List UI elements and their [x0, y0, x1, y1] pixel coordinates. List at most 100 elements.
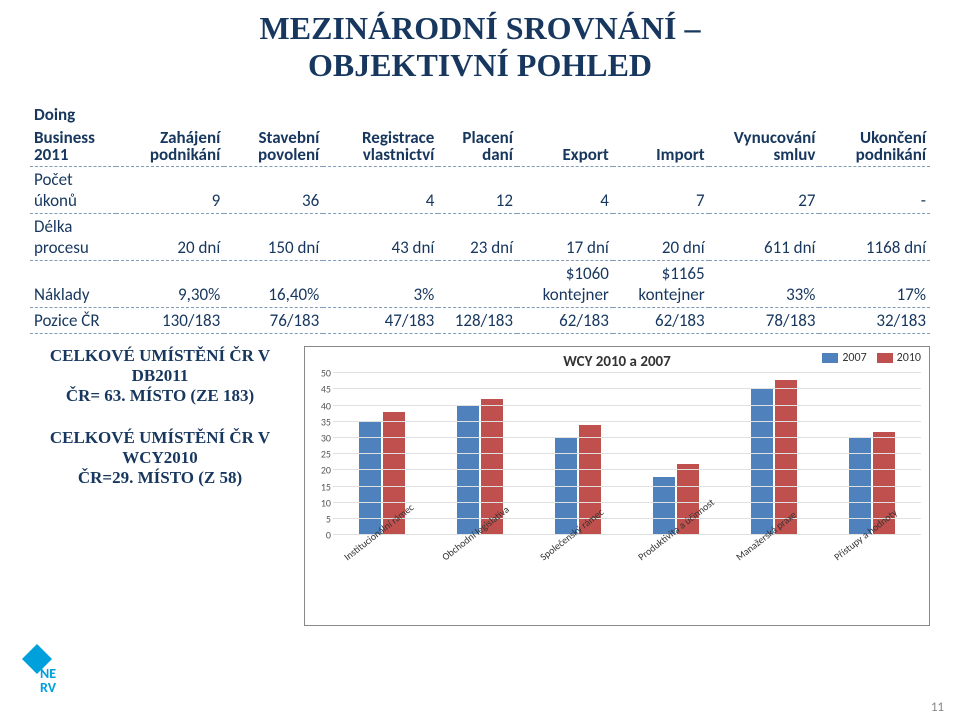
grid-line: [333, 453, 921, 454]
db2011-line-2: DB2011: [30, 366, 290, 386]
table-row: Délka procesu20 dní150 dní43 dní23 dní17…: [30, 214, 930, 261]
row-cell: 20 dní: [116, 214, 224, 261]
row-cell: 9,30%: [116, 261, 224, 308]
comparison-table-wrap: Doing Business 2011 Zahájení podnikání S…: [30, 102, 930, 335]
nerv-logo: NE RV: [22, 644, 82, 709]
grid-line: [333, 469, 921, 470]
head-1-6: [613, 102, 709, 127]
page-number: 11: [931, 700, 944, 715]
row-cell: 23 dní: [438, 214, 517, 261]
row-cell: 33%: [709, 261, 820, 308]
row-cell: 17%: [819, 261, 930, 308]
head-2-8: Ukončení podnikání: [819, 127, 930, 167]
row-cell: 78/183: [709, 308, 820, 334]
db2011-line-1: CELKOVÉ UMÍSTĚNÍ ČR V: [30, 346, 290, 366]
row-cell: 27: [709, 167, 820, 214]
row-cell: 3%: [323, 261, 438, 308]
ranking-wcy2010: CELKOVÉ UMÍSTĚNÍ ČR V WCY2010 ČR=29. MÍS…: [30, 428, 290, 488]
comparison-table: Doing Business 2011 Zahájení podnikání S…: [30, 102, 930, 335]
y-tick: 5: [309, 513, 331, 526]
y-tick: 35: [309, 415, 331, 428]
head-2-4: Placení daní: [438, 127, 517, 167]
row-cell: 36: [224, 167, 323, 214]
row-cell: 4: [517, 167, 613, 214]
row-label: Počet úkonů: [30, 167, 116, 214]
head-2-3: Registrace vlastnictví: [323, 127, 438, 167]
y-tick: 45: [309, 383, 331, 396]
y-tick: 15: [309, 480, 331, 493]
row-cell: 32/183: [819, 308, 930, 334]
head-2-6: Import: [613, 127, 709, 167]
x-axis-labels: Institucionální rámecObchodní legislativ…: [333, 541, 921, 621]
legend-2010: 2010: [877, 351, 921, 365]
row-label: Náklady: [30, 261, 116, 308]
wcy2010-line-2: WCY2010: [30, 448, 290, 468]
grid-line: [333, 421, 921, 422]
y-tick: 40: [309, 399, 331, 412]
row-cell: $1060 kontejner: [517, 261, 613, 308]
row-cell: 17 dní: [517, 214, 613, 261]
row-cell: 47/183: [323, 308, 438, 334]
slide-title: MEZINÁRODNÍ SROVNÁNÍ – OBJEKTIVNÍ POHLED: [0, 0, 960, 84]
wcy2010-line-3: ČR=29. MÍSTO (Z 58): [30, 468, 290, 488]
row-cell: [438, 261, 517, 308]
grid-line: [333, 405, 921, 406]
row-cell: 130/183: [116, 308, 224, 334]
row-cell: 611 dní: [709, 214, 820, 261]
db2011-line-3: ČR= 63. MÍSTO (ZE 183): [30, 386, 290, 406]
head-1-7: [709, 102, 820, 127]
head-2-5: Export: [517, 127, 613, 167]
row-label: Pozice ČR: [30, 308, 116, 334]
row-cell: $1165 kontejner: [613, 261, 709, 308]
chart-title: WCY 2010 a 2007: [563, 353, 671, 371]
title-line-1: MEZINÁRODNÍ SROVNÁNÍ –: [0, 10, 960, 47]
head-1-8: [819, 102, 930, 127]
y-tick: 50: [309, 367, 331, 380]
row-cell: 1168 dní: [819, 214, 930, 261]
nerv-logo-icon: NE RV: [22, 644, 82, 704]
head-1-4: [438, 102, 517, 127]
y-tick: 20: [309, 464, 331, 477]
chart-legend: 2007 2010: [822, 351, 921, 365]
wcy2010-line-1: CELKOVÉ UMÍSTĚNÍ ČR V: [30, 428, 290, 448]
y-axis: 05101520253035404550: [309, 373, 331, 535]
row-cell: 150 dní: [224, 214, 323, 261]
head-2-7: Vynucování smluv: [709, 127, 820, 167]
svg-text:RV: RV: [40, 679, 57, 696]
grid-line: [333, 388, 921, 389]
table-head-row-1: Doing: [30, 102, 930, 127]
y-tick: 30: [309, 432, 331, 445]
table-row: Náklady9,30%16,40%3% $1060 kontejner$1165…: [30, 261, 930, 308]
head-1-3: [323, 102, 438, 127]
row-cell: 62/183: [517, 308, 613, 334]
row-cell: 76/183: [224, 308, 323, 334]
table-head-row-2: Business 2011 Zahájení podnikání Stavebn…: [30, 127, 930, 167]
row-cell: -: [819, 167, 930, 214]
wcy-chart: WCY 2010 a 2007 2007 2010 05101520253035…: [304, 346, 930, 626]
table-row: Pozice ČR130/18376/18347/183128/18362/18…: [30, 308, 930, 334]
chart-row: CELKOVÉ UMÍSTĚNÍ ČR V DB2011 ČR= 63. MÍS…: [30, 346, 930, 626]
head-1-2: [224, 102, 323, 127]
grid-line: [333, 372, 921, 373]
head-2-2: Stavební povolení: [224, 127, 323, 167]
head-2-0: Business 2011: [30, 127, 116, 167]
left-col: CELKOVÉ UMÍSTĚNÍ ČR V DB2011 ČR= 63. MÍS…: [30, 346, 290, 626]
row-cell: 128/183: [438, 308, 517, 334]
row-cell: 16,40%: [224, 261, 323, 308]
y-tick: 0: [309, 529, 331, 542]
y-tick: 10: [309, 496, 331, 509]
grid-line: [333, 437, 921, 438]
row-cell: 12: [438, 167, 517, 214]
row-cell: 20 dní: [613, 214, 709, 261]
row-cell: 4: [323, 167, 438, 214]
legend-2007: 2007: [822, 351, 866, 365]
table-row: Počet úkonů9364124727-: [30, 167, 930, 214]
ranking-db2011: CELKOVÉ UMÍSTĚNÍ ČR V DB2011 ČR= 63. MÍS…: [30, 346, 290, 406]
title-line-2: OBJEKTIVNÍ POHLED: [0, 47, 960, 84]
row-cell: 62/183: [613, 308, 709, 334]
head-2-1: Zahájení podnikání: [116, 127, 224, 167]
row-cell: 43 dní: [323, 214, 438, 261]
head-1-1: [116, 102, 224, 127]
grid-line: [333, 486, 921, 487]
row-label: Délka procesu: [30, 214, 116, 261]
